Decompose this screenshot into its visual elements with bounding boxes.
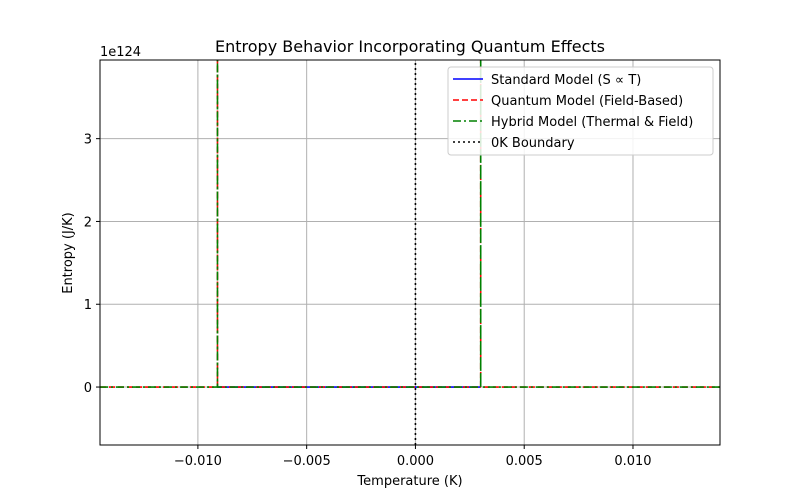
series-layer (100, 60, 720, 445)
legend: Standard Model (S ∝ T) Quantum Model (Fie… (447, 66, 714, 156)
y-tick-label: 0 (84, 381, 92, 396)
x-tick-label: 0.005 (506, 454, 543, 469)
x-axis-ticks: −0.010 −0.005 0.000 0.005 0.010 (174, 445, 652, 469)
y-tick-label: 1 (84, 298, 92, 313)
y-axis-ticks: 0 1 2 3 (84, 133, 100, 396)
x-axis-title: Temperature (K) (356, 474, 462, 489)
x-tick-label: 0.010 (614, 454, 651, 469)
y-tick-label: 2 (84, 215, 92, 230)
y-axis-title: Entropy (J/K) (61, 212, 76, 294)
y-tick-label: 3 (84, 133, 92, 148)
legend-label: Hybrid Model (Thermal & Field) (491, 115, 693, 130)
x-tick-label: −0.010 (174, 454, 222, 469)
x-tick-label: −0.005 (283, 454, 331, 469)
legend-box (447, 66, 714, 156)
x-tick-label: 0.000 (397, 454, 434, 469)
legend-label: Quantum Model (Field-Based) (491, 94, 683, 109)
series-line-2 (100, 60, 720, 388)
chart-title: Entropy Behavior Incorporating Quantum E… (215, 37, 605, 56)
legend-label: 0K Boundary (491, 136, 575, 151)
y-offset-label: 1e124 (100, 45, 141, 60)
plot-frame (99, 59, 721, 446)
legend-label: Standard Model (S ∝ T) (491, 73, 641, 88)
